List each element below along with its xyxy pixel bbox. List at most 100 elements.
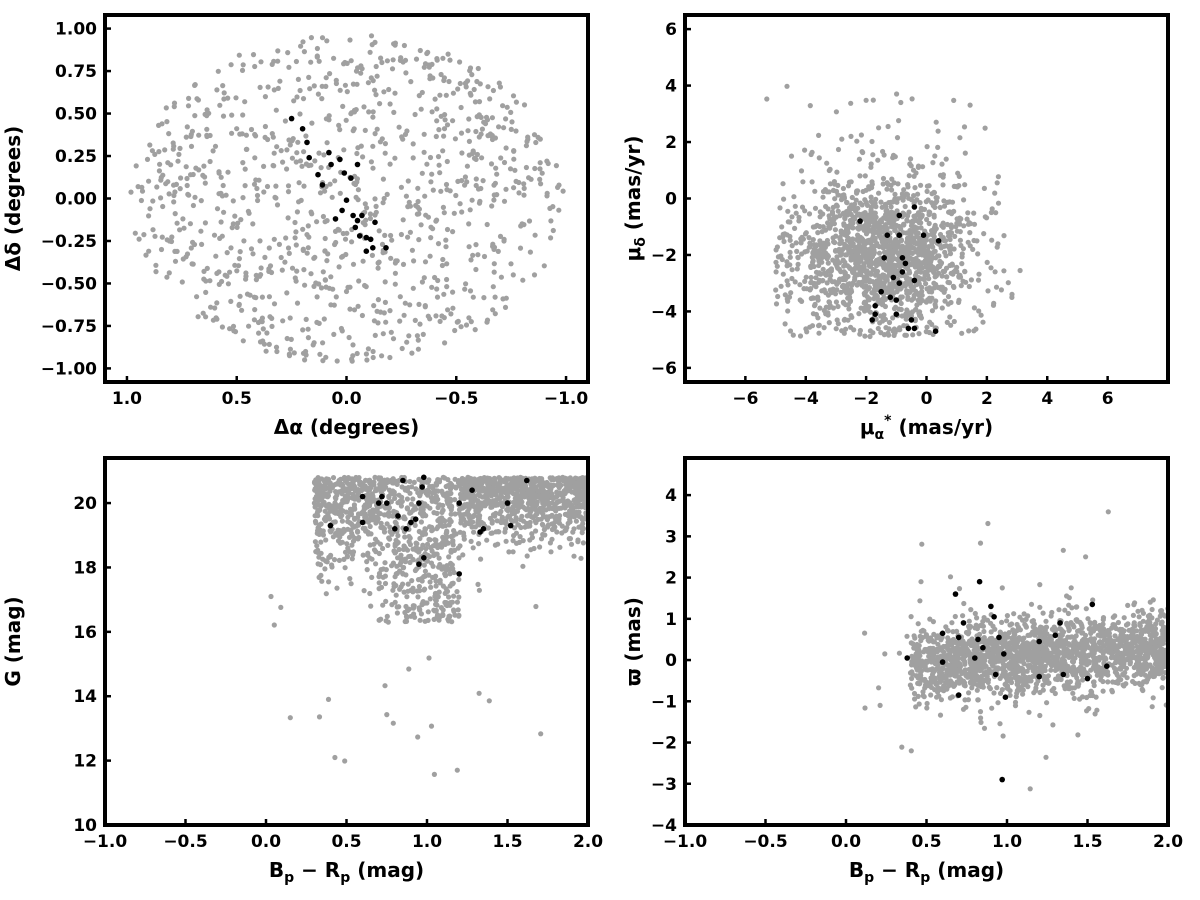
- field-star-point: [289, 155, 295, 161]
- field-star-point: [817, 209, 823, 215]
- field-star-point: [368, 603, 374, 609]
- field-star-point: [303, 352, 309, 358]
- field-star-point: [320, 213, 326, 220]
- field-star-point: [386, 86, 392, 93]
- field-star-point: [901, 221, 907, 227]
- field-star-point: [422, 61, 429, 67]
- field-star-point: [490, 284, 496, 290]
- field-star-point: [773, 287, 779, 293]
- field-star-point: [420, 331, 426, 337]
- field-star-point: [402, 485, 408, 491]
- field-star-point: [496, 80, 502, 86]
- y-tick-label: −2: [651, 246, 677, 266]
- field-star-point: [1017, 267, 1023, 274]
- member-star-point: [370, 245, 376, 251]
- field-star-point: [280, 318, 286, 324]
- field-star-point: [949, 262, 956, 268]
- field-star-point: [498, 155, 504, 161]
- field-star-point: [387, 536, 393, 542]
- x-tick-label: 2: [981, 389, 993, 409]
- field-star-point: [434, 57, 440, 63]
- field-star-point: [965, 210, 971, 216]
- y-tick-label: 14: [73, 687, 97, 707]
- field-star-point: [423, 546, 429, 552]
- field-star-point: [797, 297, 803, 303]
- field-star-point: [228, 245, 234, 251]
- field-star-point: [318, 285, 325, 291]
- field-star-point: [908, 156, 914, 162]
- field-star-point: [377, 139, 383, 145]
- field-star-point: [915, 290, 921, 297]
- field-star-point: [314, 543, 320, 549]
- field-star-point: [899, 313, 905, 319]
- member-star-point: [507, 522, 514, 529]
- field-star-point: [381, 195, 387, 202]
- field-star-point: [476, 587, 482, 593]
- field-star-point: [355, 65, 361, 71]
- field-star-point: [501, 238, 507, 244]
- field-star-point: [132, 230, 138, 236]
- field-star-point: [390, 57, 396, 63]
- field-star-point: [429, 524, 435, 530]
- field-star-point: [194, 294, 200, 300]
- y-axis-label: μδ (mas/yr): [621, 135, 649, 261]
- field-star-point: [430, 490, 436, 496]
- field-star-point: [257, 238, 263, 244]
- field-star-point: [893, 243, 899, 249]
- field-star-point: [826, 320, 832, 326]
- field-star-point: [172, 258, 179, 264]
- field-star-point: [496, 124, 502, 130]
- field-star-point: [493, 165, 499, 171]
- field-star-point: [547, 482, 553, 488]
- field-star-point: [408, 587, 414, 594]
- field-star-point: [158, 195, 164, 201]
- field-star-point: [438, 188, 444, 194]
- field-star-point: [376, 228, 382, 234]
- field-star-point: [779, 256, 785, 263]
- field-star-point: [867, 333, 873, 340]
- field-star-point: [794, 266, 800, 272]
- field-star-point: [225, 281, 231, 287]
- field-star-point: [485, 525, 491, 531]
- field-star-point: [905, 281, 911, 287]
- field-star-point: [327, 488, 333, 494]
- field-star-point: [932, 301, 938, 308]
- field-star-point: [316, 476, 323, 482]
- field-star-point: [339, 518, 345, 524]
- field-star-point: [423, 490, 429, 496]
- y-tick-label: −4: [651, 302, 677, 322]
- field-star-point: [959, 330, 965, 336]
- field-star-point: [427, 537, 433, 543]
- field-star-point: [782, 321, 788, 327]
- field-star-point: [317, 351, 323, 357]
- field-star-point: [802, 249, 808, 255]
- field-star-point: [442, 492, 448, 498]
- field-star-point: [319, 96, 325, 102]
- field-star-point: [367, 523, 373, 530]
- field-star-point: [904, 218, 910, 224]
- field-star-point: [861, 284, 867, 290]
- field-star-point: [858, 213, 864, 219]
- field-star-point: [419, 511, 425, 517]
- field-star-point: [498, 490, 504, 496]
- field-star-point: [517, 494, 523, 500]
- field-star-point: [403, 193, 409, 199]
- field-star-point: [382, 560, 388, 566]
- field-star-point: [888, 253, 894, 259]
- field-star-point: [528, 176, 534, 182]
- field-star-point: [286, 250, 292, 256]
- field-star-point: [302, 282, 308, 288]
- x-tick-label: −0.5: [434, 389, 478, 409]
- field-star-point: [910, 167, 917, 173]
- field-star-point: [579, 524, 586, 531]
- field-star-point: [342, 565, 348, 571]
- field-star-point: [835, 192, 841, 198]
- field-star-point: [171, 192, 177, 199]
- field-star-point: [286, 64, 292, 70]
- field-star-point: [456, 478, 462, 484]
- field-star-point: [334, 585, 340, 591]
- field-star-point: [946, 245, 952, 251]
- field-star-point: [926, 183, 932, 189]
- field-star-point: [146, 178, 152, 184]
- field-star-point: [847, 265, 853, 271]
